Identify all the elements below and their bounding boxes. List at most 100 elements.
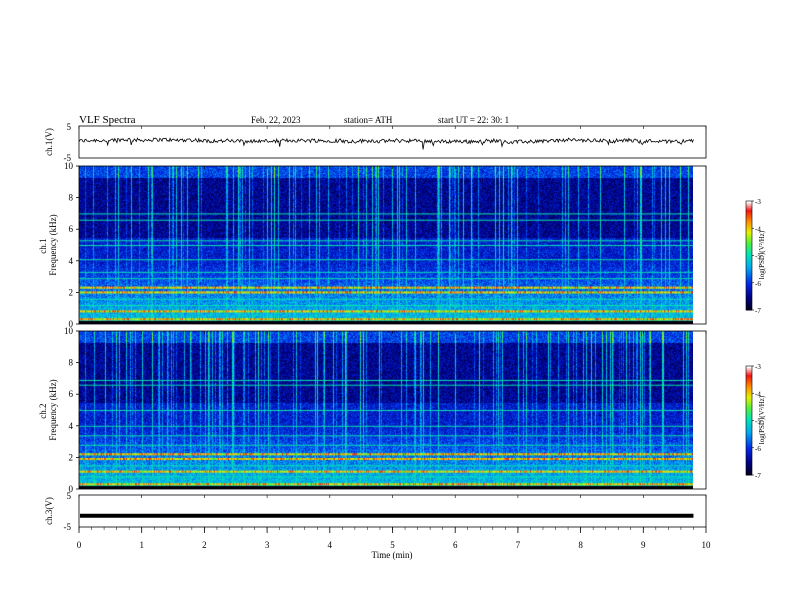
colorbar-swatch (746, 206, 752, 209)
colorbar-swatch (746, 260, 752, 264)
colorbar-swatch (746, 389, 752, 392)
colorbar-swatch (746, 378, 752, 382)
ch1-frequency-ticks: 0 2 4 6 8 10 (64, 161, 79, 329)
colorbar-swatch (746, 467, 752, 471)
colorbar-swatch (746, 246, 752, 249)
colorbar-swatch (746, 233, 752, 237)
frequency-tick-label: 0 (69, 484, 74, 494)
colorbar-swatch (746, 286, 752, 289)
colorbar-swatch (746, 219, 752, 222)
colorbar-swatch (746, 288, 752, 291)
colorbar-swatch (746, 393, 752, 396)
colorbar-tick-label: -3 (755, 363, 761, 371)
colorbar-swatch (746, 447, 752, 451)
ch1-waveform-line (78, 137, 694, 150)
colorbar-swatch (746, 445, 752, 449)
colorbar-swatch (746, 425, 752, 429)
ch3-ytick-top: 5 (67, 491, 72, 501)
ch3-ytick-bottom: -5 (64, 522, 72, 532)
time-tick-label: 6 (453, 540, 458, 550)
colorbar-tick-label: -5 (755, 418, 761, 426)
colorbar-swatch (746, 440, 752, 443)
colorbar-swatch (746, 395, 752, 398)
colorbar-swatch (746, 293, 752, 296)
colorbar-swatch (746, 208, 752, 211)
colorbar-swatch (746, 271, 752, 275)
colorbar-swatch (746, 257, 752, 260)
colorbar-swatch (746, 400, 752, 403)
colorbar-tick-label: -7 (755, 307, 761, 315)
colorbar-swatch (746, 264, 752, 267)
frequency-tick-label: 8 (69, 358, 74, 368)
colorbar-swatch (746, 473, 752, 476)
start-time-label: start UT = 22: 30: 1 (438, 115, 509, 125)
ch3-waveform-frame (78, 494, 707, 528)
time-tick-label: 3 (265, 540, 270, 550)
colorbar-swatch (746, 239, 752, 242)
colorbar-swatch (746, 451, 752, 454)
frequency-tick-label: 10 (64, 161, 74, 171)
ch1-channel-label: ch.1 Frequency (kHz) (38, 214, 58, 275)
time-tick-label: 1 (139, 540, 144, 550)
time-tick-label: 5 (390, 540, 395, 550)
ch2-channel-label: ch.2 Frequency (kHz) (38, 379, 58, 440)
colorbar-swatch (746, 237, 752, 240)
spectrogram-raster (79, 331, 693, 489)
colorbar-swatch (746, 460, 752, 463)
time-tick-label: 9 (641, 540, 646, 550)
colorbar-swatch (746, 282, 752, 286)
colorbar-swatch (746, 391, 752, 394)
colorbar-swatch (746, 455, 752, 458)
frequency-tick-label: 8 (69, 193, 74, 203)
colorbar-swatch (746, 280, 752, 284)
colorbar-swatch (746, 277, 752, 280)
ch3-waveform-ylabel: ch.3(V) (44, 497, 54, 525)
ch2-frequency-axis-label: Frequency (kHz) (48, 379, 58, 440)
frequency-tick-label: 4 (69, 256, 74, 266)
colorbar-swatch (746, 438, 752, 441)
colorbar-swatch (746, 404, 752, 407)
colorbar-swatch (746, 211, 752, 215)
colorbar-tick-label: -6 (755, 445, 761, 453)
colorbar-swatch (746, 299, 752, 302)
colorbar-swatch (746, 220, 752, 224)
colorbar-tick-label: -5 (755, 253, 761, 261)
ch1-spectrogram-panel: 0 2 4 6 8 10 ch.1 Frequency (kHz) (38, 161, 707, 329)
colorbar-swatch (746, 382, 752, 385)
colorbar-swatch (746, 427, 752, 431)
colorbar-swatch (746, 433, 752, 436)
time-tick-label: 4 (328, 540, 333, 550)
colorbar-swatch (746, 210, 752, 213)
time-tick-label: 2 (202, 540, 207, 550)
colorbar-swatch (746, 385, 752, 389)
colorbar-tick-label: -6 (755, 280, 761, 288)
colorbar-swatch (746, 228, 752, 231)
colorbar-swatch (746, 462, 752, 465)
colorbar-swatch (746, 248, 752, 251)
time-tick-label: 0 (77, 540, 82, 550)
colorbar-swatch (746, 201, 752, 204)
ch2-frequency-ticks: 0 2 4 6 8 10 (64, 326, 79, 494)
colorbar-swatch (746, 222, 752, 226)
colorbar-swatch (746, 367, 752, 371)
time-axis-label: Time (min) (372, 550, 413, 560)
colorbar-swatch (746, 398, 752, 402)
colorbar-tick-label: -4 (755, 390, 761, 398)
ch1-colorbar: log(PSD)(V²/Hz) -3 -4 -5 -6 -7 (745, 198, 766, 315)
time-tick-label: 10 (702, 540, 712, 550)
ch1-waveform-ylabel: ch.1(V) (44, 128, 54, 156)
station-label: station= ATH (344, 115, 393, 125)
colorbar-swatch (746, 431, 752, 434)
ch2-colorbar: log(PSD)(V²/Hz) -3 -4 -5 -6 -7 (745, 363, 766, 480)
colorbar-swatch (746, 376, 752, 380)
colorbar-swatch (746, 242, 752, 246)
colorbar-swatch (746, 469, 752, 472)
colorbar-swatch (746, 284, 752, 287)
frequency-tick-label: 0 (69, 319, 74, 329)
colorbar-swatch (746, 442, 752, 445)
colorbar-swatch (746, 262, 752, 266)
colorbar-swatch (746, 297, 752, 300)
colorbar-swatch (746, 213, 752, 217)
ch2-colorbar-label: log(PSD)(V²/Hz) (758, 395, 766, 444)
